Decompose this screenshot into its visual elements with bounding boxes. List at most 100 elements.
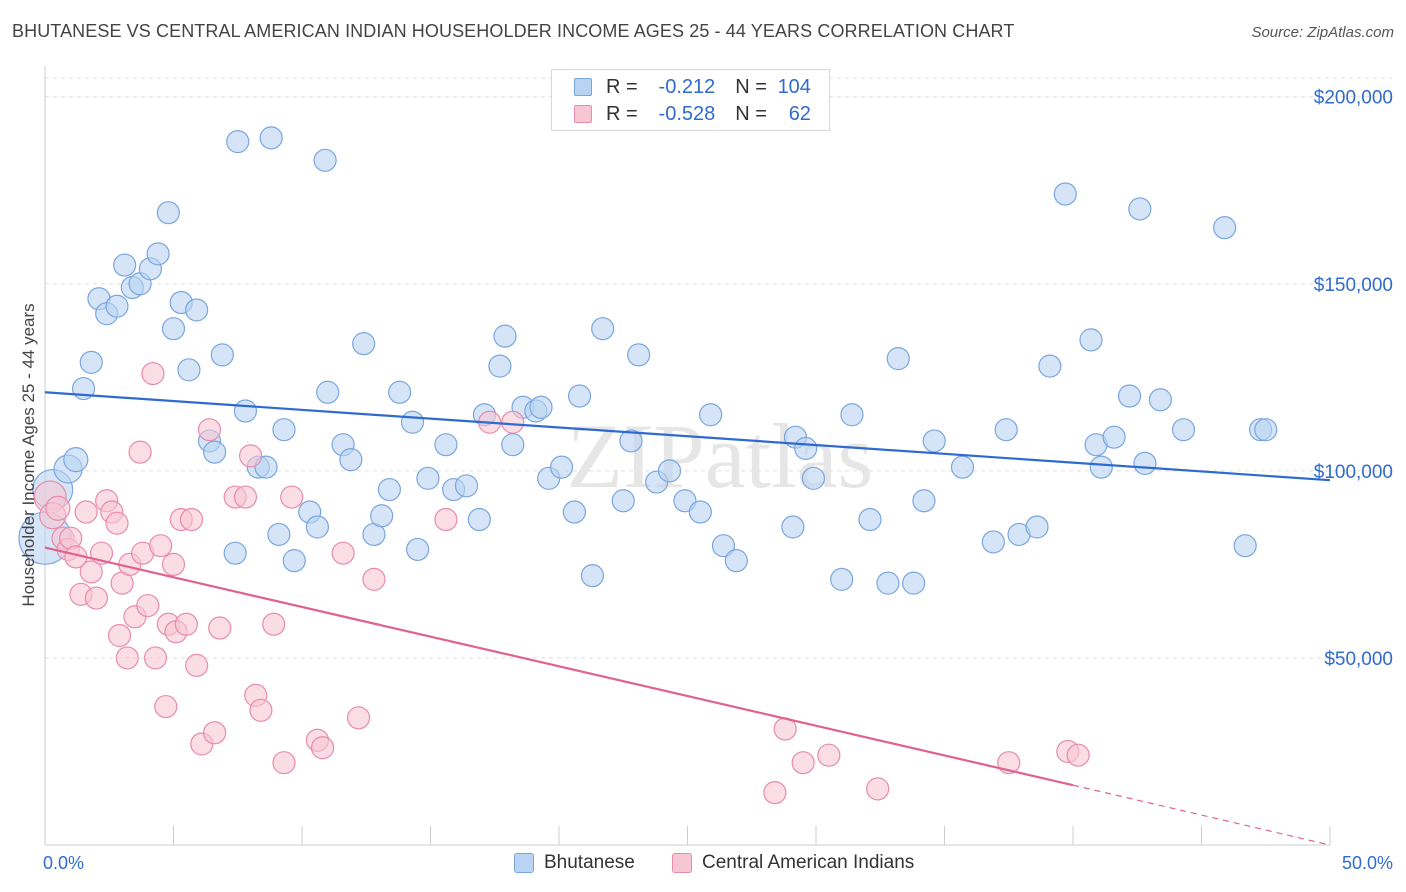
trend-lines [44, 391, 1331, 846]
bhutanese-point [1025, 515, 1049, 539]
bhutanese-point [416, 466, 440, 490]
r-label: R = [606, 75, 638, 98]
bhutanese-point [562, 500, 587, 524]
axes [44, 66, 1331, 846]
central-american-indians-swatch [574, 105, 592, 123]
bhutanese-point [388, 380, 412, 404]
central-american-indian-point [262, 612, 286, 636]
central-american-indian-point [208, 616, 232, 640]
bhutanese-point [259, 126, 283, 150]
central-american-indian-point [791, 751, 815, 775]
bhutanese-point [233, 399, 258, 423]
n-value: 104 [777, 75, 811, 98]
bhutanese-point [627, 343, 651, 367]
n-label: N = [735, 75, 767, 98]
bhutanese-point [146, 242, 170, 266]
watermark: ZIPatlas [567, 405, 874, 507]
n-label: N = [735, 102, 767, 125]
central-american-indian-point [84, 586, 109, 610]
central-american-indian-point [128, 440, 152, 464]
bhutanese-point [886, 347, 910, 371]
bhutanese-point [177, 358, 201, 382]
central-american-indian-point [74, 500, 98, 524]
bhutanese-point [79, 350, 103, 374]
bhutanese-point [688, 500, 712, 524]
bhutanese-point [912, 489, 936, 513]
bhutanese-point [223, 541, 247, 565]
bhutanese-point [377, 477, 401, 502]
y-tick-label: $100,000 [1314, 462, 1393, 483]
central-american-indian-point [161, 552, 186, 576]
central-american-indian-point [141, 361, 165, 386]
bhutanese-point [950, 455, 975, 479]
central-american-indian-point [1066, 743, 1090, 767]
bhutanese-point [63, 447, 89, 473]
bhutanese-point [282, 549, 306, 573]
central-american-indian-point [174, 612, 198, 636]
bhutanese-point [801, 466, 826, 490]
x-tick-label-min: 0.0% [43, 853, 84, 873]
bhutanese-point [567, 384, 592, 408]
central-american-indian-point [233, 485, 258, 509]
legend-swatch-central-american-indians [672, 853, 692, 873]
bhutanese-point [619, 429, 643, 453]
central-american-indian-point [763, 781, 787, 805]
chart-title: BHUTANESE VS CENTRAL AMERICAN INDIAN HOU… [12, 21, 1015, 41]
bhutanese-point [611, 489, 635, 513]
bhutanese-point [1089, 455, 1113, 479]
bhutanese-point [434, 433, 458, 457]
central-american-indian-point [185, 653, 209, 678]
central-american-indian-point [115, 646, 139, 670]
legend-label-central-american-indians: Central American Indians [702, 852, 915, 873]
central-american-indian-point [280, 485, 304, 509]
bhutanese-point [1102, 425, 1126, 449]
bhutanese-swatch [574, 78, 592, 96]
legend-item-bhutanese: Bhutanese [514, 851, 635, 875]
bhutanese-point [1133, 451, 1157, 475]
bhutanese-point [724, 549, 748, 573]
bhutanese-point [305, 515, 330, 539]
central-american-indian-point [239, 444, 263, 468]
central-american-indian-point [249, 698, 273, 722]
bhutanese-point [840, 403, 864, 427]
bhutanese-point [858, 507, 882, 532]
bhutanese-point [113, 253, 137, 277]
n-value: 62 [788, 102, 811, 125]
bhutanese-point [493, 324, 517, 348]
bhutanese-point [549, 455, 574, 479]
bhutanese-point [1233, 534, 1257, 558]
bhutanese-point [830, 567, 854, 591]
bhutanese-point [1213, 216, 1237, 240]
bhutanese-point [1117, 384, 1142, 408]
r-label: R = [606, 102, 638, 125]
central-american-indian-point [501, 410, 525, 434]
bhutanese-point [529, 395, 553, 419]
bhutanese-trend-line [44, 391, 1331, 482]
bhutanese-point [1079, 328, 1103, 352]
bhutanese-point [105, 294, 129, 318]
central-american-indian-trend-line [44, 546, 1074, 787]
legend-label-bhutanese: Bhutanese [544, 852, 635, 873]
bhutanese-point [994, 418, 1018, 442]
bhutanese-point [1038, 354, 1062, 378]
central-american-indian-point [272, 751, 296, 775]
bhutanese-point [406, 537, 430, 562]
central-american-indian-point [866, 777, 890, 801]
bhutanese-point [711, 534, 736, 558]
central-american-indian-point [362, 567, 386, 591]
source-label: Source: ZipAtlas.com [1251, 24, 1394, 41]
central-american-indian-point [346, 706, 371, 730]
bhutanese-point [226, 130, 250, 154]
central-american-indian-point [45, 495, 71, 521]
bhutanese-point [454, 474, 479, 498]
bhutanese-point [400, 410, 425, 434]
y-tick-label: $150,000 [1314, 275, 1393, 296]
bhutanese-point [699, 403, 723, 427]
bhutanese-point [161, 317, 186, 341]
bhutanese-point [981, 530, 1005, 554]
central-american-indian-point [203, 721, 227, 745]
bhutanese-point [501, 433, 525, 457]
central-american-indian-point [105, 511, 129, 535]
bhutanese-point [370, 504, 394, 528]
bhutanese-point [580, 564, 605, 588]
